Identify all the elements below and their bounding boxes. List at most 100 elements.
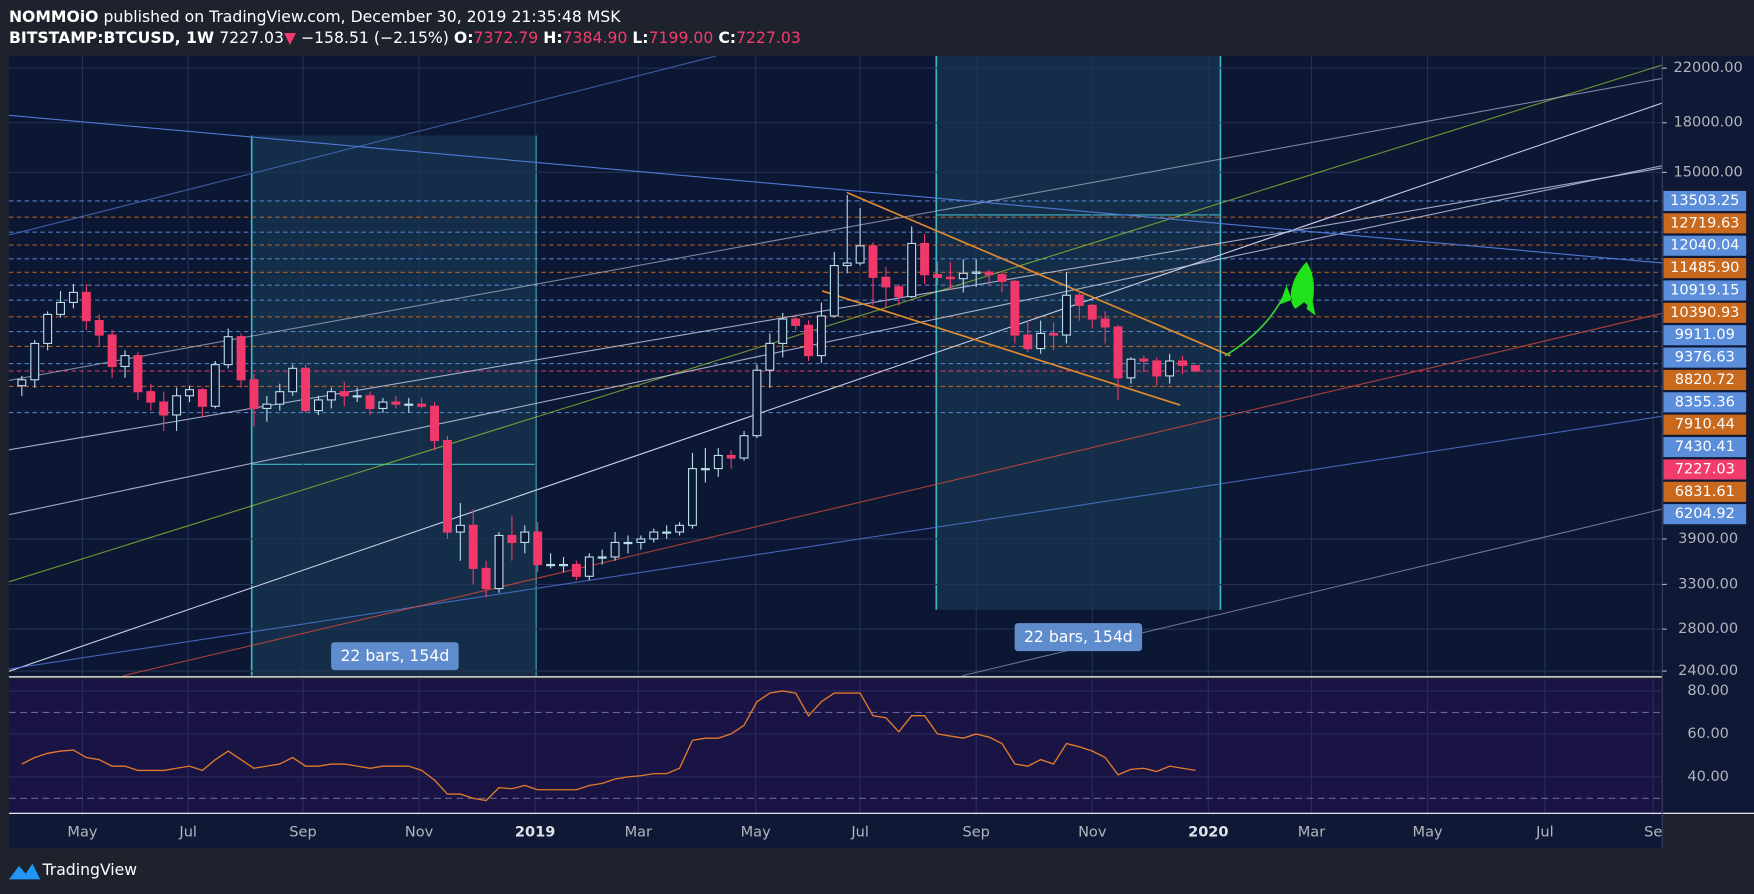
x-tick-label: Mar: [625, 824, 652, 840]
candle-body: [662, 531, 672, 534]
candle-body: [120, 355, 130, 368]
x-tick-label: Nov: [1078, 824, 1107, 840]
candle-body: [1190, 365, 1200, 372]
level-label: 10919.15: [1670, 282, 1739, 298]
candle-body: [816, 315, 826, 357]
level-label-box: [1663, 325, 1747, 346]
candle-body: [559, 563, 568, 567]
candle-body: [275, 391, 285, 405]
rsi-pane: [8, 679, 1663, 815]
candle-body: [313, 399, 323, 412]
candle-body: [881, 276, 891, 288]
close-label: C:: [718, 28, 736, 47]
candle-body: [907, 242, 917, 298]
candle-body: [210, 364, 220, 407]
x-tick-label: May: [67, 824, 97, 840]
y-tick-label: 3300.00: [1678, 576, 1738, 592]
candle-body: [752, 369, 762, 437]
trend-line: [8, 114, 1663, 264]
level-label: 7227.03: [1675, 461, 1735, 477]
level-label-box: [1663, 235, 1747, 256]
level-label-box: [1663, 504, 1747, 525]
level-label-box: [1663, 213, 1747, 234]
candle-body: [958, 272, 968, 280]
candle-body: [352, 395, 362, 398]
candle-body: [17, 379, 27, 387]
high-value: 7384.90: [563, 28, 628, 47]
annotation: 22 bars, 154d: [1024, 627, 1133, 646]
candles: [17, 195, 1200, 598]
high-label: H:: [543, 28, 562, 47]
candle-body: [1165, 360, 1175, 377]
annotation: 22 bars, 154d: [340, 646, 449, 665]
price-pane: [8, 56, 1663, 676]
trend-line: [8, 64, 1663, 583]
logo-icon: [8, 863, 41, 880]
y-tick-label: 2800.00: [1678, 621, 1738, 637]
candle-body: [920, 242, 930, 276]
y-tick-label: 3900.00: [1678, 531, 1738, 547]
candle-body: [945, 276, 955, 280]
candle-body: [649, 531, 659, 540]
close-value: 7227.03: [736, 28, 801, 47]
published: published on TradingView.com, December 3…: [103, 6, 621, 25]
candle-body: [829, 265, 839, 317]
candle-body: [687, 468, 697, 526]
header-line: NOMMOiO published on TradingView.com, De…: [9, 6, 621, 25]
candle-body: [1178, 360, 1187, 366]
trend-line: [8, 77, 1663, 381]
level-label: 7910.44: [1675, 417, 1735, 433]
footer-logo: TradingView: [8, 860, 138, 880]
candle-body: [1010, 280, 1020, 336]
level-label: 13503.25: [1670, 193, 1739, 209]
candle-body: [68, 291, 78, 304]
candle-body: [1126, 358, 1136, 379]
candle-body: [30, 342, 40, 381]
candle-body: [1036, 332, 1046, 350]
candle-body: [1074, 294, 1084, 306]
candle-body: [1139, 358, 1149, 362]
candle-body: [288, 367, 298, 393]
candle-body: [1100, 318, 1110, 328]
y-tick-label: 22000.00: [1673, 60, 1742, 76]
x-tick-label: 2019: [515, 824, 555, 840]
level-label: 7430.41: [1675, 439, 1735, 455]
y-tick-label: 40.00: [1687, 769, 1729, 785]
level-label: 12719.63: [1670, 215, 1739, 231]
x-tick-label: Se: [1644, 824, 1662, 840]
candle-body: [262, 403, 272, 409]
brand: TradingView: [42, 860, 138, 879]
last-price: 7227.03: [219, 28, 284, 47]
trend-line: [8, 165, 1663, 516]
author: NOMMOiO: [9, 6, 99, 25]
x-tick-label: Sep: [289, 824, 316, 840]
candle-body: [894, 286, 904, 298]
rsi: [8, 690, 1663, 802]
candle-body: [971, 271, 981, 274]
rsi-line: [21, 690, 1196, 802]
open-value: 7372.79: [473, 28, 538, 47]
level-label: 8820.72: [1675, 372, 1735, 388]
candle-body: [391, 401, 401, 405]
candle-body: [146, 391, 156, 403]
level-label-box: [1663, 258, 1747, 279]
y-tick-label: 80.00: [1687, 683, 1729, 699]
x-tick-label: Nov: [405, 824, 434, 840]
level-label-box: [1663, 369, 1747, 391]
candle-body: [713, 454, 723, 470]
low-label: L:: [632, 28, 648, 47]
x-tick-label: May: [741, 824, 771, 840]
y-tick-label: 18000.00: [1673, 115, 1742, 131]
candle-body: [494, 534, 504, 590]
wedge-line: [846, 191, 1231, 357]
candle-body: [584, 556, 594, 577]
trend-line: [8, 102, 1663, 672]
candle-body: [81, 291, 91, 322]
trend-line: [8, 55, 717, 236]
candle-body: [326, 391, 336, 401]
candle-body: [56, 301, 66, 315]
rocket-shape: [1279, 261, 1316, 316]
annotation-box: [331, 642, 459, 671]
candle-body: [623, 541, 633, 545]
